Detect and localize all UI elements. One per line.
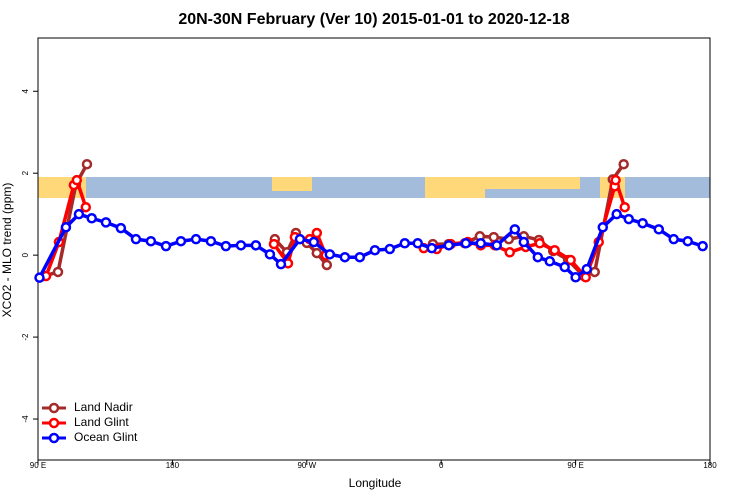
point xyxy=(130,233,142,245)
point xyxy=(220,240,232,252)
point xyxy=(311,227,323,239)
point xyxy=(597,222,609,233)
y-tick-label: 0 xyxy=(21,252,30,257)
y-tick-label: 4 xyxy=(21,88,30,93)
legend-marker xyxy=(48,417,60,429)
y-tick-label: 2 xyxy=(21,170,30,175)
legend-label: Land Glint xyxy=(74,415,129,429)
point xyxy=(384,243,396,255)
point xyxy=(443,240,455,251)
point xyxy=(544,256,556,267)
point xyxy=(518,236,530,248)
x-axis-label: Longitude xyxy=(349,476,402,490)
point xyxy=(339,251,351,263)
point xyxy=(637,217,648,229)
x-tick-label: 180 xyxy=(703,461,717,470)
point xyxy=(559,261,570,273)
point xyxy=(73,208,85,220)
point xyxy=(321,259,333,271)
point xyxy=(34,272,45,283)
legend-label: Ocean Glint xyxy=(74,430,138,444)
map-land xyxy=(272,177,312,191)
series-line xyxy=(37,212,704,280)
y-tick-label: -2 xyxy=(21,333,30,341)
plot-frame xyxy=(37,37,711,461)
point xyxy=(324,249,336,260)
point xyxy=(534,238,546,249)
x-tick-label: 90 E xyxy=(30,461,46,470)
point xyxy=(399,238,411,249)
point xyxy=(697,240,708,252)
point xyxy=(653,224,665,235)
point xyxy=(275,258,287,270)
y-axis-label: XCO2 - MLO trend (ppm) xyxy=(0,183,14,318)
point xyxy=(504,247,515,258)
point xyxy=(81,158,93,170)
point xyxy=(570,272,581,283)
x-tick-label: 0 xyxy=(439,461,444,470)
point xyxy=(264,249,276,260)
point xyxy=(308,236,320,248)
point xyxy=(115,222,127,234)
legend-marker xyxy=(48,402,60,414)
point xyxy=(610,174,621,186)
y-tick-label: -4 xyxy=(21,415,30,423)
point xyxy=(205,235,217,247)
point xyxy=(532,251,544,263)
point xyxy=(268,238,280,250)
point xyxy=(86,213,98,224)
point xyxy=(682,235,693,247)
point xyxy=(565,254,576,266)
point xyxy=(71,174,83,186)
point xyxy=(235,240,247,251)
point xyxy=(354,251,366,263)
point xyxy=(100,217,112,228)
x-tick-label: 90 E xyxy=(567,461,583,470)
point xyxy=(60,222,72,233)
chart-title: 20N-30N February (Ver 10) 2015-01-01 to … xyxy=(178,11,569,28)
map-land xyxy=(485,177,580,189)
point xyxy=(618,158,629,170)
point xyxy=(160,240,172,252)
point xyxy=(475,238,487,249)
legend-marker xyxy=(48,432,60,444)
point xyxy=(175,235,187,247)
map-land xyxy=(425,177,485,198)
point xyxy=(145,235,157,247)
x-tick-label: 90 W xyxy=(297,461,316,470)
point xyxy=(581,263,593,275)
point xyxy=(250,240,262,251)
point xyxy=(668,233,679,245)
x-tick-label: 180 xyxy=(166,461,180,470)
point xyxy=(549,244,560,256)
point xyxy=(460,238,472,249)
point xyxy=(80,201,92,213)
point xyxy=(52,266,64,278)
point xyxy=(426,242,438,254)
point xyxy=(509,224,521,235)
point xyxy=(580,272,592,283)
point xyxy=(369,244,381,256)
point xyxy=(611,208,622,220)
point xyxy=(623,213,635,225)
point xyxy=(311,247,323,259)
point xyxy=(491,240,503,251)
legend-label: Land Nadir xyxy=(74,400,133,414)
point xyxy=(412,238,424,249)
point xyxy=(190,233,202,245)
map-strip xyxy=(38,177,710,198)
point xyxy=(294,233,306,245)
point xyxy=(488,231,500,243)
point xyxy=(619,201,630,213)
